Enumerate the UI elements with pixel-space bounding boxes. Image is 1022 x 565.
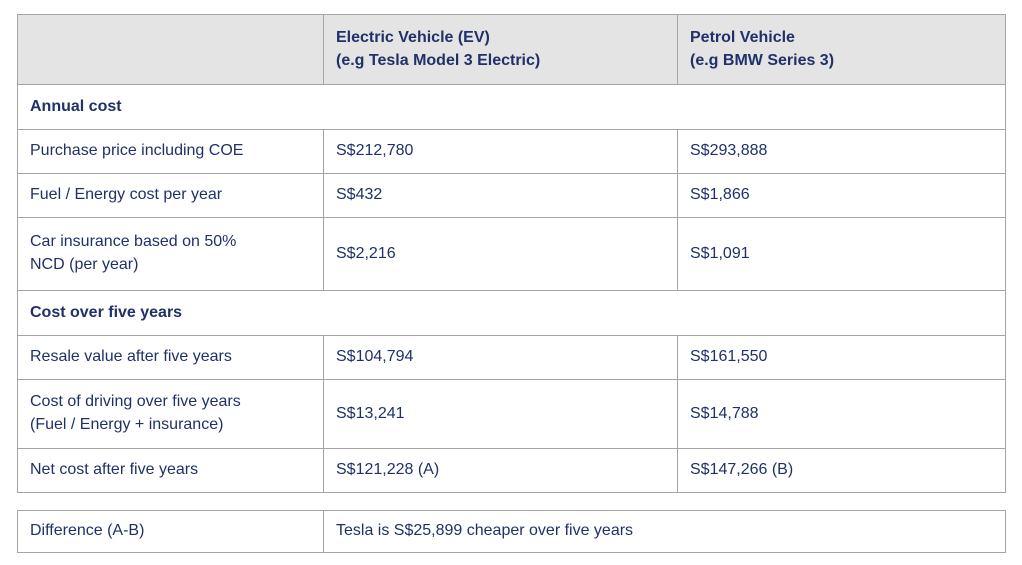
- page: Electric Vehicle (EV) (e.g Tesla Model 3…: [17, 14, 1006, 553]
- row-label-driving-cost: Cost of driving over five years (Fuel / …: [17, 379, 324, 449]
- petrol-value-insurance: S$1,091: [677, 217, 1006, 291]
- ev-value-resale-value: S$104,794: [323, 335, 678, 380]
- section-row-five-years: Cost over five years: [17, 290, 1006, 336]
- ev-value-net-cost: S$121,228 (A): [323, 448, 678, 493]
- row-label-purchase-price: Purchase price including COE: [17, 129, 324, 174]
- row-label-fuel-energy: Fuel / Energy cost per year: [17, 173, 324, 218]
- header-ev-column: Electric Vehicle (EV) (e.g Tesla Model 3…: [323, 14, 678, 85]
- section-title-annual-cost: Annual cost: [17, 84, 1006, 130]
- ev-value-insurance: S$2,216: [323, 217, 678, 291]
- ev-value-purchase-price: S$212,780: [323, 129, 678, 174]
- petrol-value-fuel-energy: S$1,866: [677, 173, 1006, 218]
- table-row-purchase-price: Purchase price including COE S$212,780 S…: [17, 129, 1006, 174]
- table-header-row: Electric Vehicle (EV) (e.g Tesla Model 3…: [17, 14, 1006, 85]
- ev-value-driving-cost: S$13,241: [323, 379, 678, 449]
- petrol-value-driving-cost: S$14,788: [677, 379, 1006, 449]
- cost-comparison-table: Electric Vehicle (EV) (e.g Tesla Model 3…: [17, 14, 1006, 493]
- table-row-insurance: Car insurance based on 50% NCD (per year…: [17, 217, 1006, 291]
- table-row-difference: Difference (A-B) Tesla is S$25,899 cheap…: [17, 510, 1006, 553]
- section-title-five-years: Cost over five years: [17, 290, 1006, 336]
- table-row-net-cost: Net cost after five years S$121,228 (A) …: [17, 448, 1006, 493]
- table-row-fuel-energy: Fuel / Energy cost per year S$432 S$1,86…: [17, 173, 1006, 218]
- table-row-driving-cost: Cost of driving over five years (Fuel / …: [17, 379, 1006, 449]
- petrol-value-net-cost: S$147,266 (B): [677, 448, 1006, 493]
- header-empty-cell: [17, 14, 324, 85]
- difference-table: Difference (A-B) Tesla is S$25,899 cheap…: [17, 510, 1006, 553]
- row-label-insurance: Car insurance based on 50% NCD (per year…: [17, 217, 324, 291]
- petrol-value-purchase-price: S$293,888: [677, 129, 1006, 174]
- header-petrol-column: Petrol Vehicle (e.g BMW Series 3): [677, 14, 1006, 85]
- row-label-difference: Difference (A-B): [17, 510, 324, 553]
- difference-value: Tesla is S$25,899 cheaper over five year…: [323, 510, 1006, 553]
- row-label-resale-value: Resale value after five years: [17, 335, 324, 380]
- ev-value-fuel-energy: S$432: [323, 173, 678, 218]
- section-row-annual-cost: Annual cost: [17, 84, 1006, 130]
- table-row-resale-value: Resale value after five years S$104,794 …: [17, 335, 1006, 380]
- petrol-value-resale-value: S$161,550: [677, 335, 1006, 380]
- row-label-net-cost: Net cost after five years: [17, 448, 324, 493]
